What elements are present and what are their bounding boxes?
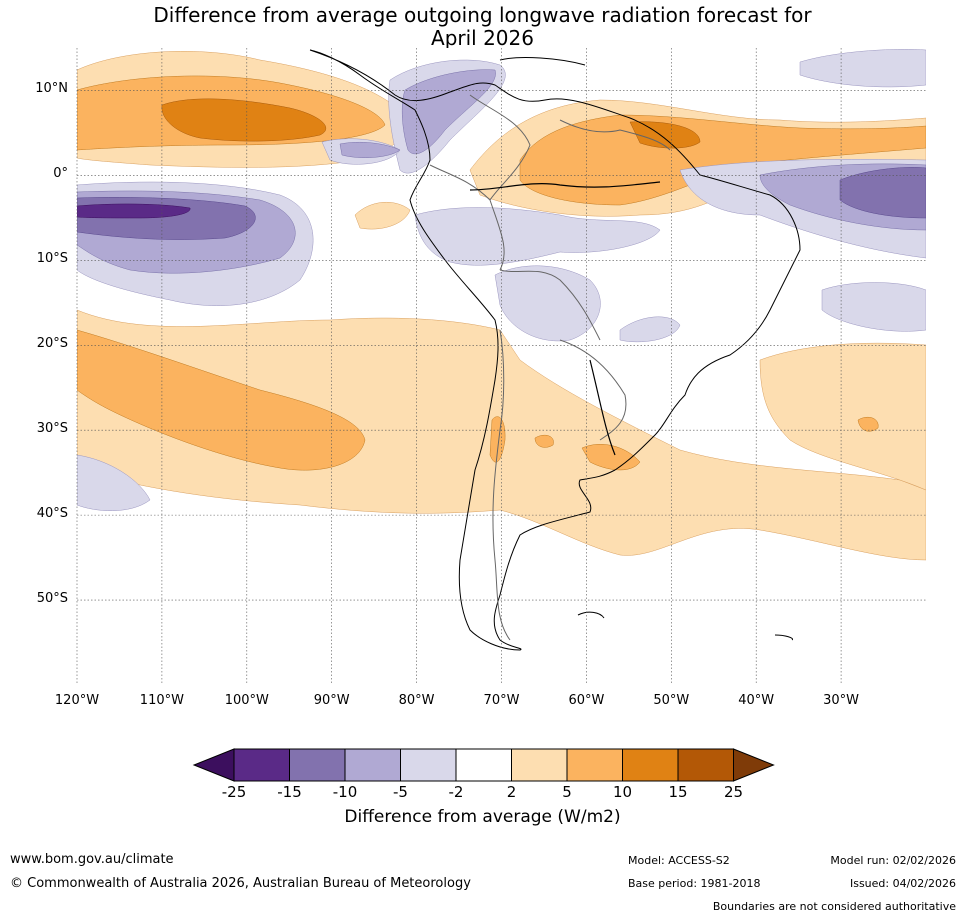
border-colombia-venezuela (469, 94, 531, 201)
anomaly-region-south-atlantic (759, 342, 926, 491)
anomaly-region-pacific-deep-purple (77, 203, 191, 219)
anomaly-region-atlantic-north (799, 49, 926, 88)
lon-label: 60°W (568, 693, 605, 708)
colorbar-segment (400, 748, 457, 782)
colorbar-segment (511, 748, 568, 782)
title-line-1: Difference from average outgoing longwav… (153, 3, 812, 27)
cuba-coastline (499, 57, 586, 66)
model-label: Model: ACCESS-S2 (628, 854, 730, 867)
lat-label: 10°S (36, 251, 68, 267)
country-borders (429, 94, 671, 641)
border-paraguay-uruguay (559, 339, 627, 441)
rivers (469, 181, 661, 456)
title-line-2: April 2026 (431, 26, 534, 50)
anomaly-region-far-southeast-pacific (77, 454, 151, 511)
lat-label: 40°S (36, 506, 68, 522)
lon-label: 110°W (139, 693, 184, 708)
lon-label: 120°W (54, 693, 100, 708)
colorbar-tick-label: -10 (332, 783, 358, 801)
amazon-river (469, 181, 661, 191)
base-period-label: Base period: 1981-2018 (628, 877, 761, 890)
lon-gridlines (76, 48, 842, 685)
lon-label: 50°W (653, 693, 690, 708)
colorbar-tick-label: 2 (506, 783, 517, 801)
anomaly-region-pacific-core (161, 98, 326, 142)
anomaly-region-central-argentina (534, 434, 554, 448)
anomaly-region-east-pacific-equator (354, 201, 411, 230)
anomaly-region-panama (401, 69, 496, 155)
colorbar-tick-label: 5 (562, 783, 572, 801)
colorbar-tick-label: -25 (221, 783, 247, 801)
south-america-coastline (309, 49, 801, 651)
anomaly-region-western-amazon (414, 207, 661, 266)
colorbar-extend-low (192, 748, 235, 782)
lon-label: 70°W (483, 693, 520, 708)
colorbar-extend-high (733, 748, 775, 782)
anomaly-region-rio-de-la-plata (581, 444, 641, 471)
colorbar-tick-label: 25 (723, 783, 744, 801)
lon-label: 80°W (398, 693, 435, 708)
parana-river (589, 359, 616, 456)
model-run-label: Model run: 02/02/2026 (830, 854, 956, 867)
colorbar-segment (233, 748, 290, 782)
falklands-coastline (577, 611, 605, 619)
colorbar-segment (566, 748, 623, 782)
lat-label: 30°S (36, 421, 68, 437)
border-argentina-chile (492, 329, 511, 641)
lat-label: 50°S (36, 591, 68, 607)
boundaries-disclaimer: Boundaries are not considered authoritat… (712, 900, 956, 913)
lat-label: 20°S (36, 336, 68, 352)
colorbar-segment (289, 748, 346, 782)
lat-label: 10°N (35, 81, 68, 97)
lon-label: 90°W (313, 693, 350, 708)
colorbar-tick-label: -5 (393, 783, 408, 801)
anomaly-region-southern-atlantic-band (619, 316, 681, 343)
anomaly-region-east-pacific-equator-neg (339, 142, 401, 158)
colorbar-tick-label: -15 (277, 783, 302, 801)
website-link[interactable]: www.bom.gov.au/climate (10, 852, 174, 867)
colorbar-title: Difference from average (W/m2) (344, 807, 621, 827)
coastlines (309, 49, 801, 651)
anomaly-region-atlantic-purple-core (839, 167, 926, 219)
lon-label: 30°W (823, 693, 860, 708)
south-georgia-coastline (774, 634, 794, 641)
colorbar-segment (622, 748, 679, 782)
anomaly-region-northern-brazil (519, 114, 926, 206)
lat-label: 0° (53, 166, 68, 182)
colorbar (192, 748, 775, 782)
issued-label: Issued: 04/02/2026 (849, 877, 956, 890)
chart-title: Difference from average outgoing longwav… (0, 4, 965, 50)
colorbar-tick-label: 10 (612, 783, 633, 801)
anomaly-region-bolivia-paraguay (494, 265, 601, 342)
lon-label: 40°W (738, 693, 775, 708)
lon-label: 100°W (224, 693, 269, 708)
border-peru-brazil (429, 164, 505, 271)
colorbar-segment (455, 748, 512, 782)
anomaly-region-pacific-purple-core (77, 197, 256, 240)
anomaly-region-atlantic-equator (629, 121, 701, 149)
border-bolivia (499, 269, 601, 341)
colorbar-segment (344, 748, 401, 782)
anomaly-region-mid-atlantic (857, 417, 879, 432)
border-guianas (559, 119, 671, 151)
colorbar-tick-label: -2 (448, 783, 464, 801)
colorbar-segment (677, 748, 734, 782)
anomaly-region-southeast-pacific (77, 329, 366, 471)
anomaly-region-atlantic-south-band (821, 282, 926, 332)
copyright-notice: © Commonwealth of Australia 2026, Austra… (10, 876, 471, 891)
colorbar-tick-label: 15 (668, 783, 688, 801)
